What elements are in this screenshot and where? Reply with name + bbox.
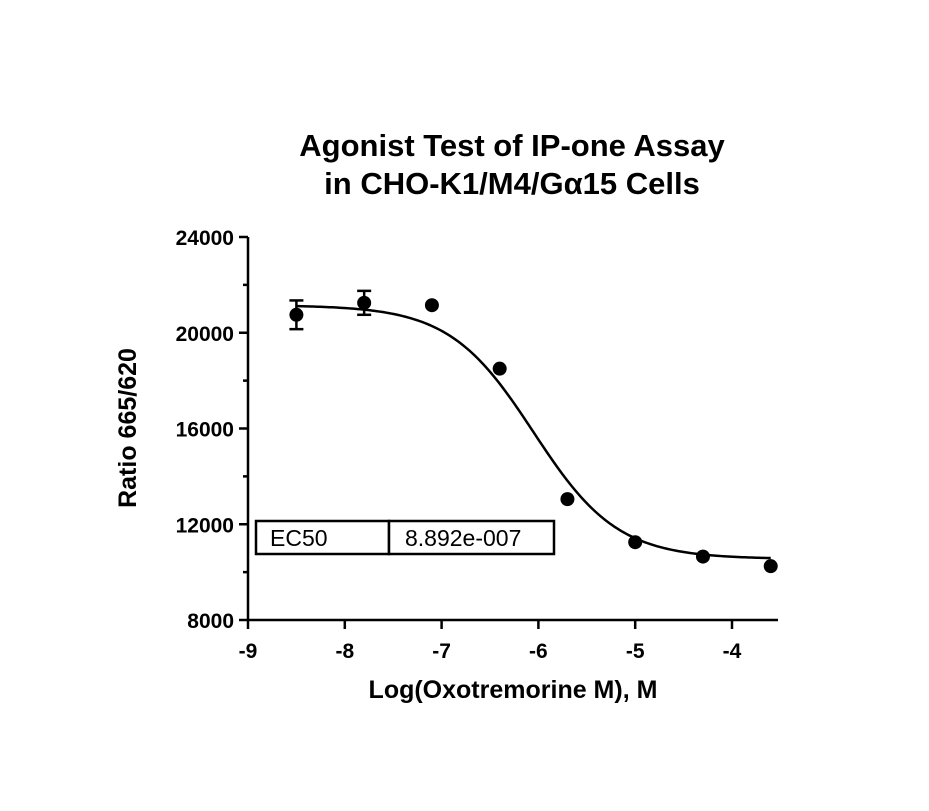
y-ticks: 8000 12000 16000 20000 24000 [176,227,248,633]
ec50-value: 8.892e-007 [405,525,521,551]
data-point [560,492,575,507]
y-tick-label: 20000 [176,323,234,346]
x-tick-label: -6 [529,640,548,663]
y-axis-label: Ratio 665/620 [114,348,142,508]
data-point [695,549,710,564]
y-tick-label: 16000 [176,419,234,442]
x-tick-label: -9 [239,640,258,663]
ec50-label: EC50 [270,525,328,551]
x-tick-label: -8 [335,640,354,663]
x-tick-label: -7 [432,640,451,663]
axes [246,237,778,622]
y-tick-label: 12000 [176,514,234,537]
x-ticks: -9 -8 -7 -6 -5 -4 [239,620,742,663]
ec50-value-cell [387,519,556,556]
data-points [289,295,778,574]
x-tick-label: -4 [723,640,742,663]
data-point [628,535,643,550]
chart-title-line-1: Agonist Test of IP-one Assay [299,128,725,163]
x-tick-label: -5 [626,640,645,663]
data-point [289,307,304,322]
ec50-table: EC50 8.892e-007 [254,519,556,556]
fit-curve [296,304,771,560]
data-point [492,361,507,376]
data-point [357,295,372,310]
data-point [763,559,778,574]
x-axis-label: Log(Oxotremorine M), M [369,676,658,704]
data-point [424,298,439,313]
y-tick-label: 24000 [176,227,234,250]
chart-title-line-2: in CHO-K1/M4/Gα15 Cells [324,166,700,201]
y-tick-label: 8000 [187,610,234,633]
